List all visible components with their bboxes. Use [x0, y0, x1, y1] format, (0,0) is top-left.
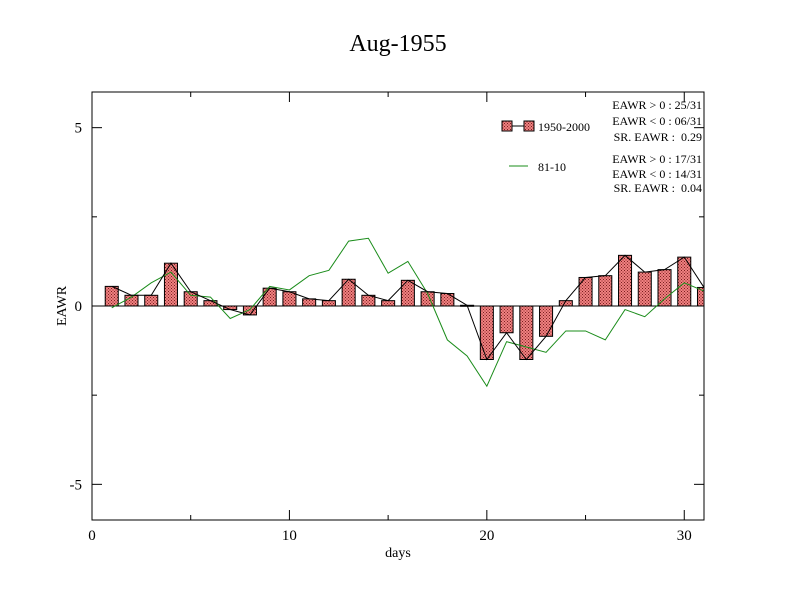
bar — [696, 286, 704, 307]
x-axis-ticks: 0 10 20 30 — [88, 92, 692, 544]
line-1950-2000 — [111, 254, 704, 361]
legend-swatch-1950-2000 — [523, 120, 535, 132]
bar — [321, 300, 336, 307]
line-series — [111, 237, 704, 388]
y-tick-label: 5 — [75, 121, 83, 137]
line-81-10 — [111, 237, 704, 388]
chart-title: Aug-1955 — [349, 31, 446, 57]
bar — [104, 285, 119, 307]
legend-stat-81-10-pos: EAWR > 0 : 17/31 — [612, 152, 702, 166]
bar — [637, 271, 652, 307]
bar — [262, 287, 277, 307]
bar — [302, 298, 317, 307]
bar — [657, 269, 672, 307]
legend-swatch-1950-2000 — [501, 120, 513, 132]
legend-stat-81-10-neg: EAWR < 0 : 14/31 — [612, 167, 702, 181]
bar — [499, 305, 514, 334]
y-axis-label: EAWR — [55, 285, 70, 326]
x-tick-label: 20 — [479, 528, 494, 544]
legend-label-1950-2000: 1950-2000 — [538, 120, 590, 134]
x-tick-label: 0 — [88, 528, 96, 544]
bar — [381, 300, 396, 307]
bar — [519, 305, 534, 360]
bar — [598, 275, 613, 307]
y-tick-label: 0 — [75, 299, 83, 315]
bar — [144, 294, 159, 307]
bar — [400, 279, 415, 307]
bar — [618, 254, 633, 307]
legend-stat-1950-2000-pos: EAWR > 0 : 25/31 — [612, 98, 702, 112]
x-axis-label: days — [385, 546, 411, 561]
bar — [479, 305, 494, 360]
legend-stat-81-10-sr: SR. EAWR : 0.04 — [614, 181, 702, 195]
bar-series-1950-2000 — [104, 254, 704, 360]
bar — [578, 276, 593, 307]
y-tick-label: -5 — [70, 477, 83, 493]
bar — [539, 305, 554, 337]
legend-stat-1950-2000-neg: EAWR < 0 : 06/31 — [612, 114, 702, 128]
legend-label-81-10: 81-10 — [538, 160, 566, 174]
x-tick-label: 30 — [677, 528, 692, 544]
x-tick-label: 10 — [282, 528, 297, 544]
y-axis-ticks: -5 0 5 — [70, 121, 704, 493]
bar — [440, 293, 455, 307]
legend: 1950-2000 81-10 EAWR > 0 : 25/31 EAWR < … — [501, 98, 702, 195]
legend-stat-1950-2000-sr: SR. EAWR : 0.29 — [614, 130, 702, 144]
